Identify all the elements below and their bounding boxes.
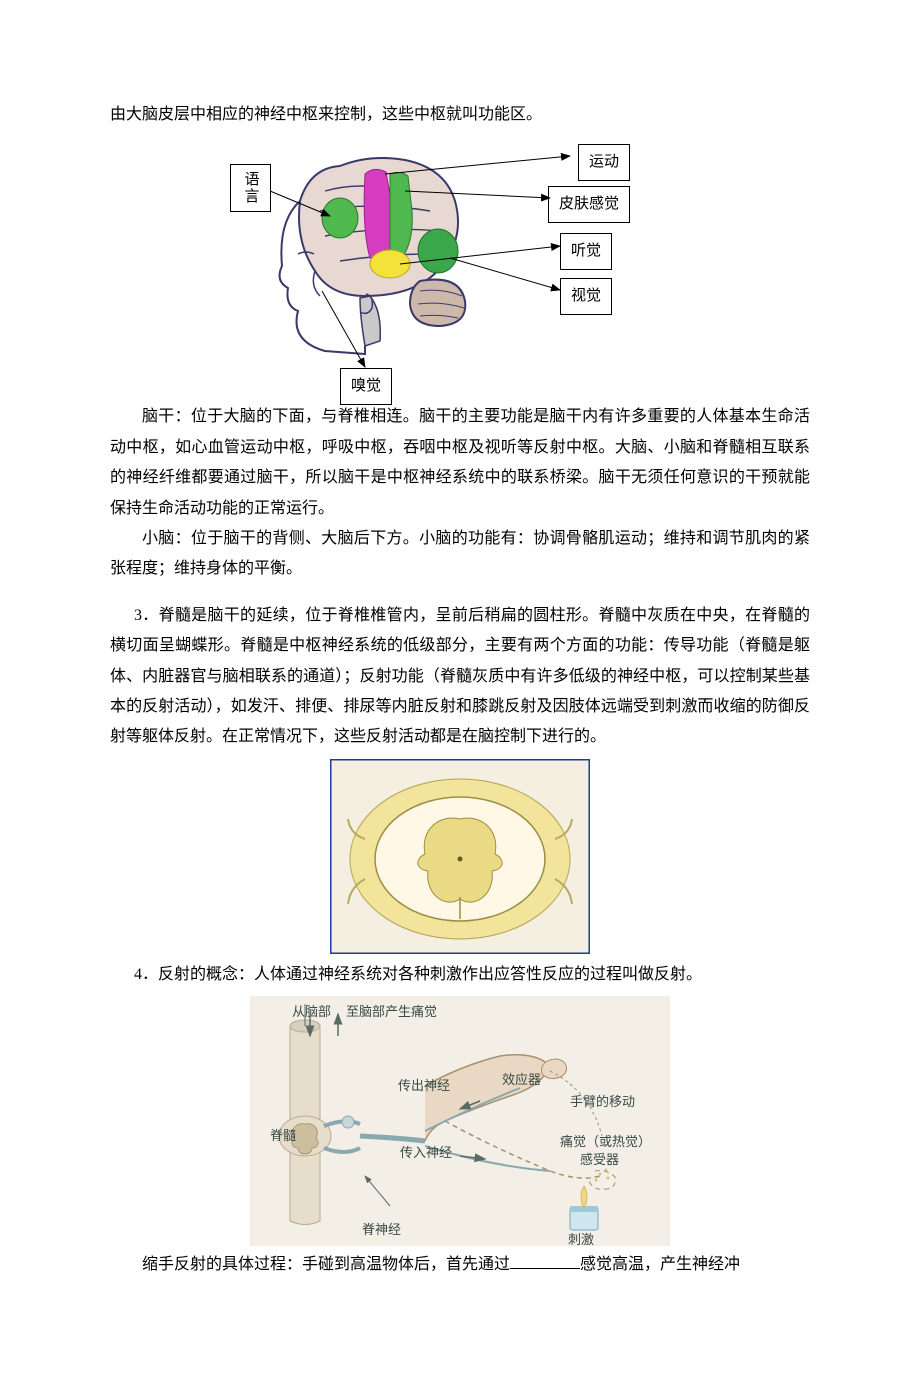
brain-diagram: 语言 运动 皮肤感觉 听觉 视觉 嗅觉	[200, 136, 630, 396]
reflex-label-stimulus: 刺激	[568, 1228, 594, 1253]
top-line: 由大脑皮层中相应的神经中枢来控制，这些中枢就叫功能区。	[110, 100, 810, 130]
reflex-concept: 4．反射的概念：人体通过神经系统对各种刺激作出应答性反应的过程叫做反射。	[110, 960, 810, 990]
reflex-label-efferent: 传出神经	[398, 1074, 450, 1099]
reflex-label-to-brain: 至脑部产生痛觉	[346, 1000, 437, 1025]
reflex-label-receptor: 感受器	[580, 1148, 619, 1173]
reflex-label-from-brain: 从脑部	[292, 1000, 331, 1025]
blank-fill	[510, 1252, 580, 1269]
reflex-label-afferent: 传入神经	[400, 1141, 452, 1166]
hand-reflex-line: 缩手反射的具体过程：手碰到高温物体后，首先通过 感觉高温，产生神经冲	[110, 1250, 810, 1280]
brainstem-para: 脑干：位于大脑的下面，与脊椎相连。脑干的主要功能是脑干内有许多重要的人体基本生命…	[110, 402, 810, 524]
spinal-para: 3．脊髓是脑干的延续，位于脊椎椎管内，呈前后稍扁的圆柱形。脊髓中灰质在中央，在脊…	[110, 601, 810, 753]
reflex-label-arm-move: 手臂的移动	[570, 1090, 635, 1115]
hand-reflex-b: 感觉高温，产生神经冲	[580, 1256, 740, 1273]
cerebellum-para: 小脑：位于脑干的背侧、大脑后下方。小脑的功能有：协调骨骼肌运动；维持和调节肌肉的…	[110, 524, 810, 585]
reflex-diagram: 从脑部 至脑部产生痛觉 传出神经 效应器 手臂的移动 传入神经 脊髓 脊神经 痛…	[250, 996, 670, 1246]
spinal-cross-section	[330, 759, 590, 954]
hand-reflex-a: 缩手反射的具体过程：手碰到高温物体后，首先通过	[142, 1256, 510, 1273]
brain-arrows	[200, 136, 630, 396]
reflex-label-effector: 效应器	[502, 1068, 541, 1093]
reflex-label-spinal-nerve: 脊神经	[362, 1218, 401, 1243]
reflex-label-spinal-cord: 脊髓	[270, 1124, 296, 1149]
